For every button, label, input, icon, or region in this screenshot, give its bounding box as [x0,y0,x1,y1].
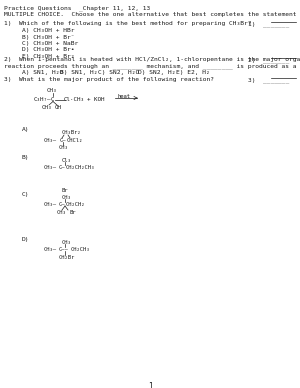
Text: B) CH₃OH + Br⁻: B) CH₃OH + Br⁻ [22,35,74,40]
Text: CH₃: CH₃ [62,195,72,200]
Text: CH₃—: CH₃— [44,202,57,207]
Text: Br: Br [69,210,76,215]
Text: CH₂CH₃: CH₂CH₃ [71,247,91,252]
Text: C—: C— [59,202,65,207]
Text: A): A) [22,127,29,132]
Text: 2)  _______: 2) _______ [248,57,289,62]
Text: heat: heat [117,94,130,99]
Text: E) E2, H₂: E) E2, H₂ [176,70,210,75]
Text: CH₂CH₂CH₃: CH₂CH₂CH₃ [66,165,95,170]
Text: CH₃: CH₃ [62,240,72,245]
Text: CH₃—: CH₃— [44,247,57,252]
Text: Br: Br [62,188,68,193]
Text: CH₃: CH₃ [42,105,52,110]
Text: C—: C— [60,138,67,143]
Text: 1)  Which of the following is the best method for preparing CH₃Br?: 1) Which of the following is the best me… [4,21,251,26]
Text: OH: OH [55,105,62,110]
Text: 1)  _______: 1) _______ [248,21,289,27]
Text: E) CH₃OH + Br₂: E) CH₃OH + Br₂ [22,54,74,59]
Text: C) CH₃OH + NaBr: C) CH₃OH + NaBr [22,41,78,46]
Text: C: C [51,97,55,102]
Text: MULTIPLE CHOICE.  Choose the one alternative that best completes the statement o: MULTIPLE CHOICE. Choose the one alternat… [4,12,300,17]
Text: Cl₃: Cl₃ [62,158,72,163]
Text: CH₃: CH₃ [57,210,67,215]
Text: C—: C— [59,165,65,170]
Text: D): D) [22,237,29,242]
Text: CH₃: CH₃ [47,88,58,93]
Text: D) CH₃OH + Br•: D) CH₃OH + Br• [22,47,74,52]
Text: + KOH: + KOH [87,97,104,102]
Text: 1: 1 [148,382,152,388]
Text: B) SN1, H₂: B) SN1, H₂ [60,70,98,75]
Text: CH₂CH₂: CH₂CH₂ [66,202,86,207]
Text: 2)  When 1-pentanol is heated with HCl/ZnCl₂, 1-chloropentane is the major organ: 2) When 1-pentanol is heated with HCl/Zn… [4,57,300,62]
Text: 3)  What is the major product of the following reaction?: 3) What is the major product of the foll… [4,77,214,82]
Text: CH₃Br₂: CH₃Br₂ [62,130,82,135]
Text: C——: C—— [59,247,69,252]
Text: A) SN1, H₂O: A) SN1, H₂O [22,70,63,75]
Text: C₃H₇—: C₃H₇— [34,97,52,102]
Text: Practice Questions  _Chapter 11, 12, 13: Practice Questions _Chapter 11, 12, 13 [4,5,150,10]
Text: CH₃: CH₃ [59,145,69,150]
Text: A) CH₃OH + HBr: A) CH₃OH + HBr [22,28,74,33]
Text: CHCl₂: CHCl₂ [67,138,83,143]
Text: B): B) [22,155,29,160]
Text: C) SN2, H₂O: C) SN2, H₂O [98,70,139,75]
Text: D) SN2, H₂: D) SN2, H₂ [138,70,176,75]
Text: reaction proceeds through an ________ mechanism, and ________ is produced as a b: reaction proceeds through an ________ me… [4,64,300,69]
Text: C): C) [22,192,29,197]
Text: CH₃—: CH₃— [44,138,57,143]
Text: CH₃—: CH₃— [44,165,57,170]
Text: Cl·CH₃: Cl·CH₃ [64,97,85,102]
Text: 3)  _______: 3) _______ [248,77,289,83]
Text: CH₂Br: CH₂Br [59,255,75,260]
